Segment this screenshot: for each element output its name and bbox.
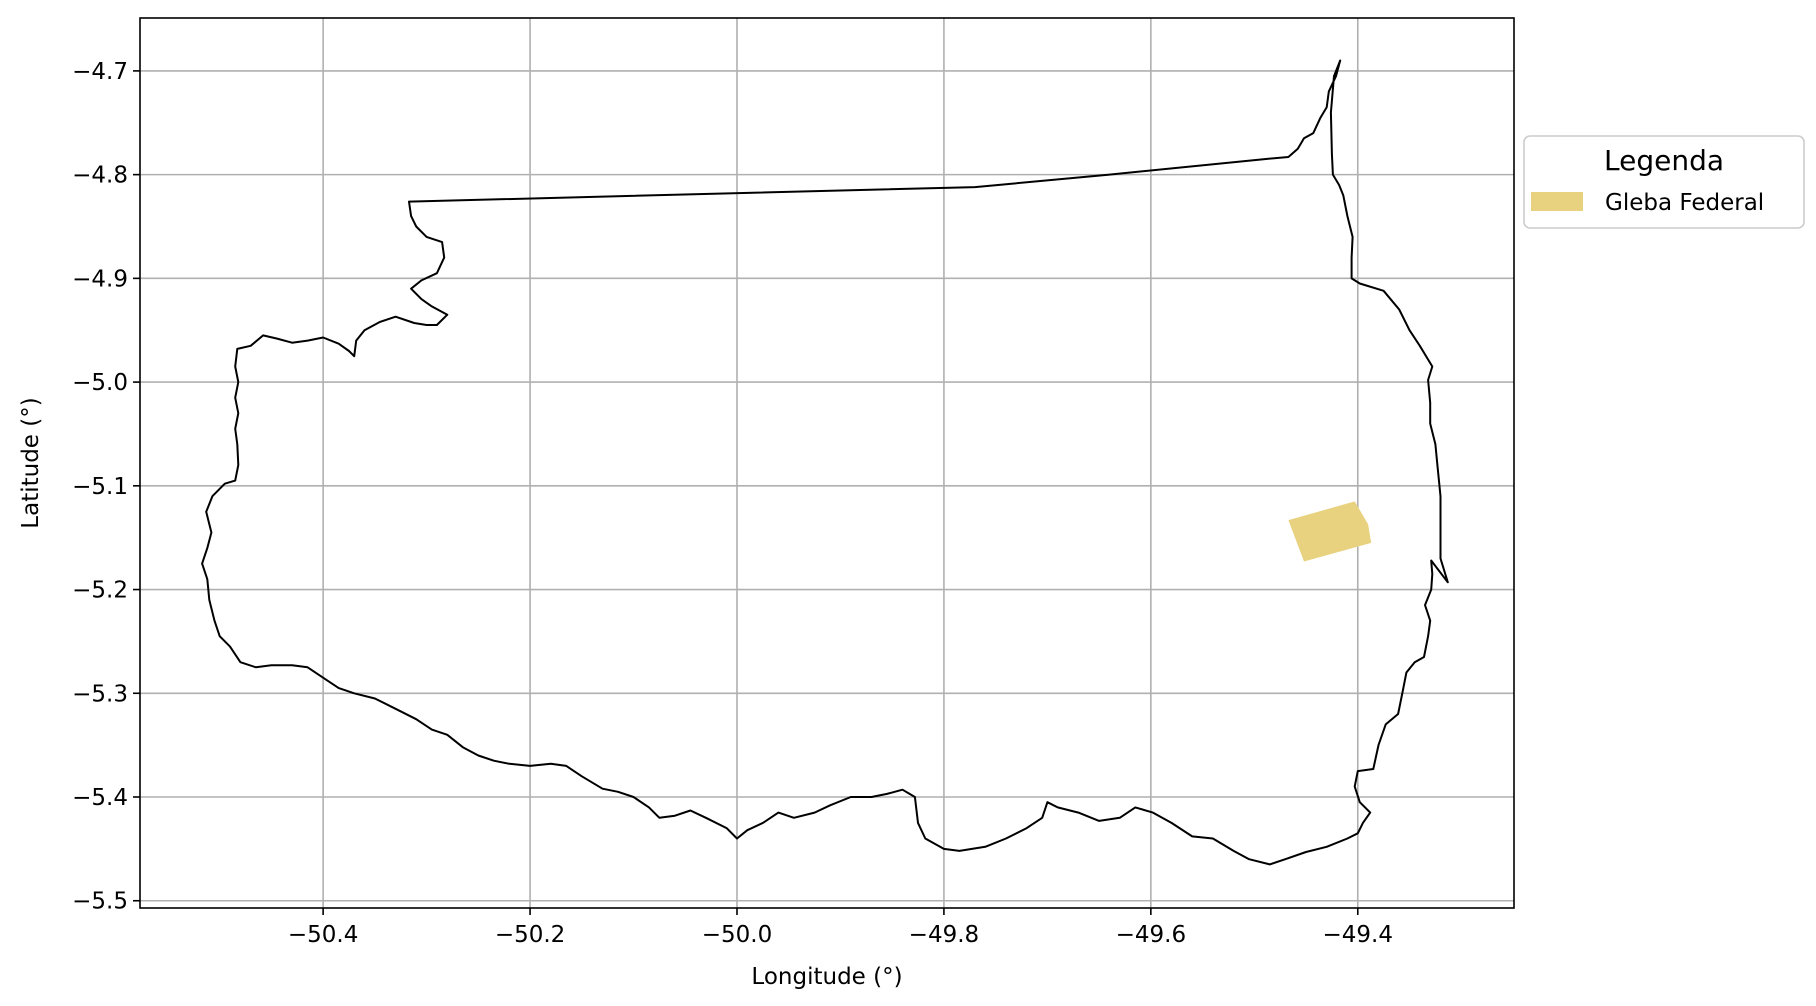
y-axis-label: Latitude (°) [18, 397, 44, 528]
x-tick-label: −49.8 [909, 922, 979, 948]
axes-frame [139, 17, 1515, 909]
legend-box [1523, 135, 1805, 229]
x-axis-ticks: −50.4 −50.2 −50.0 −49.8 −49.6 −49.4 [288, 908, 1393, 948]
polygons-layer [1288, 501, 1372, 562]
grid-lines [140, 18, 1514, 908]
plot-area: −50.4 −50.2 −50.0 −49.8 −49.6 −49.4 −4.7−4.8−… [72, 17, 1515, 948]
y-tick-label: −4.8 [72, 163, 128, 189]
polygon-gleba-federal [1288, 501, 1372, 562]
y-tick-label: −5.4 [72, 785, 128, 811]
x-tick-label: −50.4 [288, 922, 358, 948]
y-tick-label: −4.9 [72, 266, 128, 292]
y-tick-label: −5.1 [72, 474, 128, 500]
municipality-boundary [201, 59, 1449, 866]
x-tick-label: −50.0 [702, 922, 772, 948]
boundary-layer [201, 59, 1449, 866]
x-axis-label: Longitude (°) [751, 964, 902, 990]
y-tick-label: −5.5 [72, 889, 128, 915]
y-tick-label: −4.7 [72, 59, 128, 85]
legend: Legenda Gleba Federal [1523, 135, 1805, 229]
x-tick-label: −49.4 [1323, 922, 1393, 948]
legend-label-gleba-federal: Gleba Federal [1605, 190, 1764, 216]
x-tick-label: −50.2 [495, 922, 565, 948]
axes-background [140, 18, 1514, 908]
legend-swatch-gleba-federal [1531, 192, 1583, 211]
y-tick-label: −5.2 [72, 578, 128, 604]
y-axis-ticks: −4.7 −4.8 −4.9 −5.0 −5.1 −5.2 −5.3 −5.4 −5.5 [72, 59, 140, 915]
y-tick-label: −5.0 [72, 370, 128, 396]
y-tick-label: −5.3 [72, 681, 128, 707]
legend-title: Legenda [1604, 144, 1724, 177]
x-tick-label: −49.6 [1116, 922, 1186, 948]
